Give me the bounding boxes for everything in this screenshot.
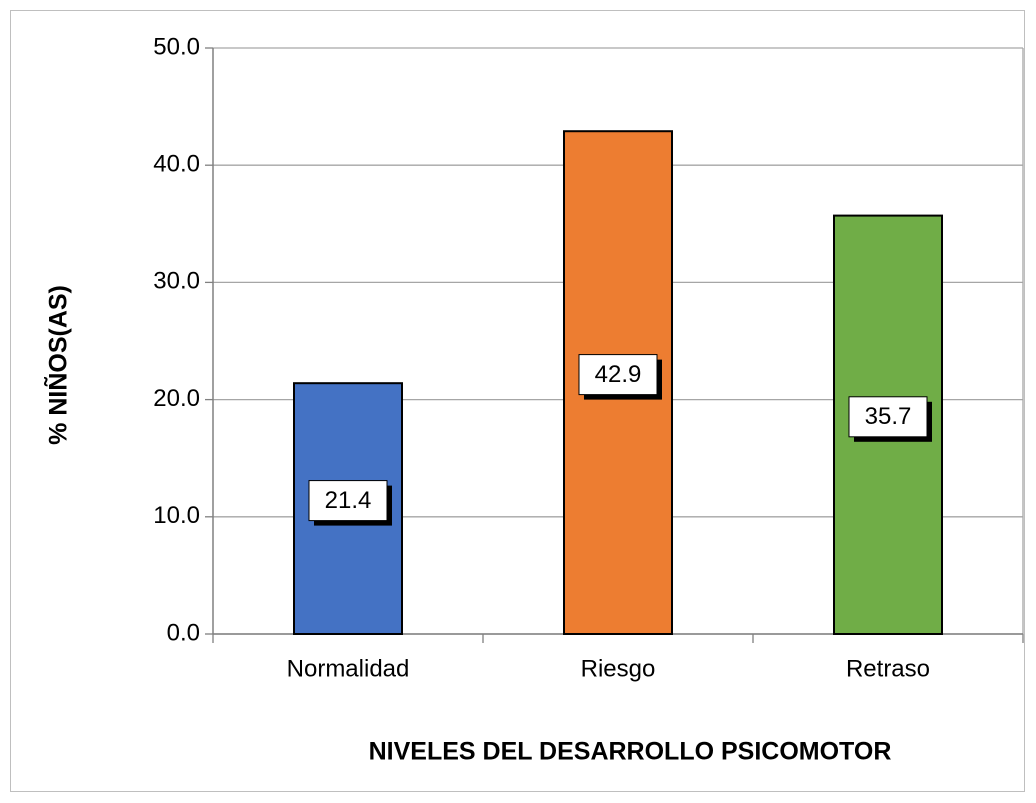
x-tick-label: Normalidad xyxy=(287,655,410,682)
value-label: 42.9 xyxy=(595,361,642,388)
y-tick-label: 50.0 xyxy=(153,33,200,60)
value-label: 21.4 xyxy=(325,487,372,514)
y-axis-title: % NIÑOS(AS) xyxy=(43,285,73,445)
y-tick-label: 40.0 xyxy=(153,151,200,178)
y-tick-label: 30.0 xyxy=(153,268,200,295)
y-tick-label: 10.0 xyxy=(153,502,200,529)
value-label-box xyxy=(308,480,388,522)
value-label-box xyxy=(848,396,928,438)
value-label: 35.7 xyxy=(865,403,912,430)
y-tick-label: 0.0 xyxy=(167,619,200,646)
value-label-box xyxy=(578,354,658,396)
y-tick-label: 20.0 xyxy=(153,385,200,412)
x-tick-label: Retraso xyxy=(846,655,930,682)
x-axis-title: NIVELES DEL DESARROLLO PSICOMOTOR xyxy=(369,738,892,766)
x-tick-label: Riesgo xyxy=(581,655,656,682)
